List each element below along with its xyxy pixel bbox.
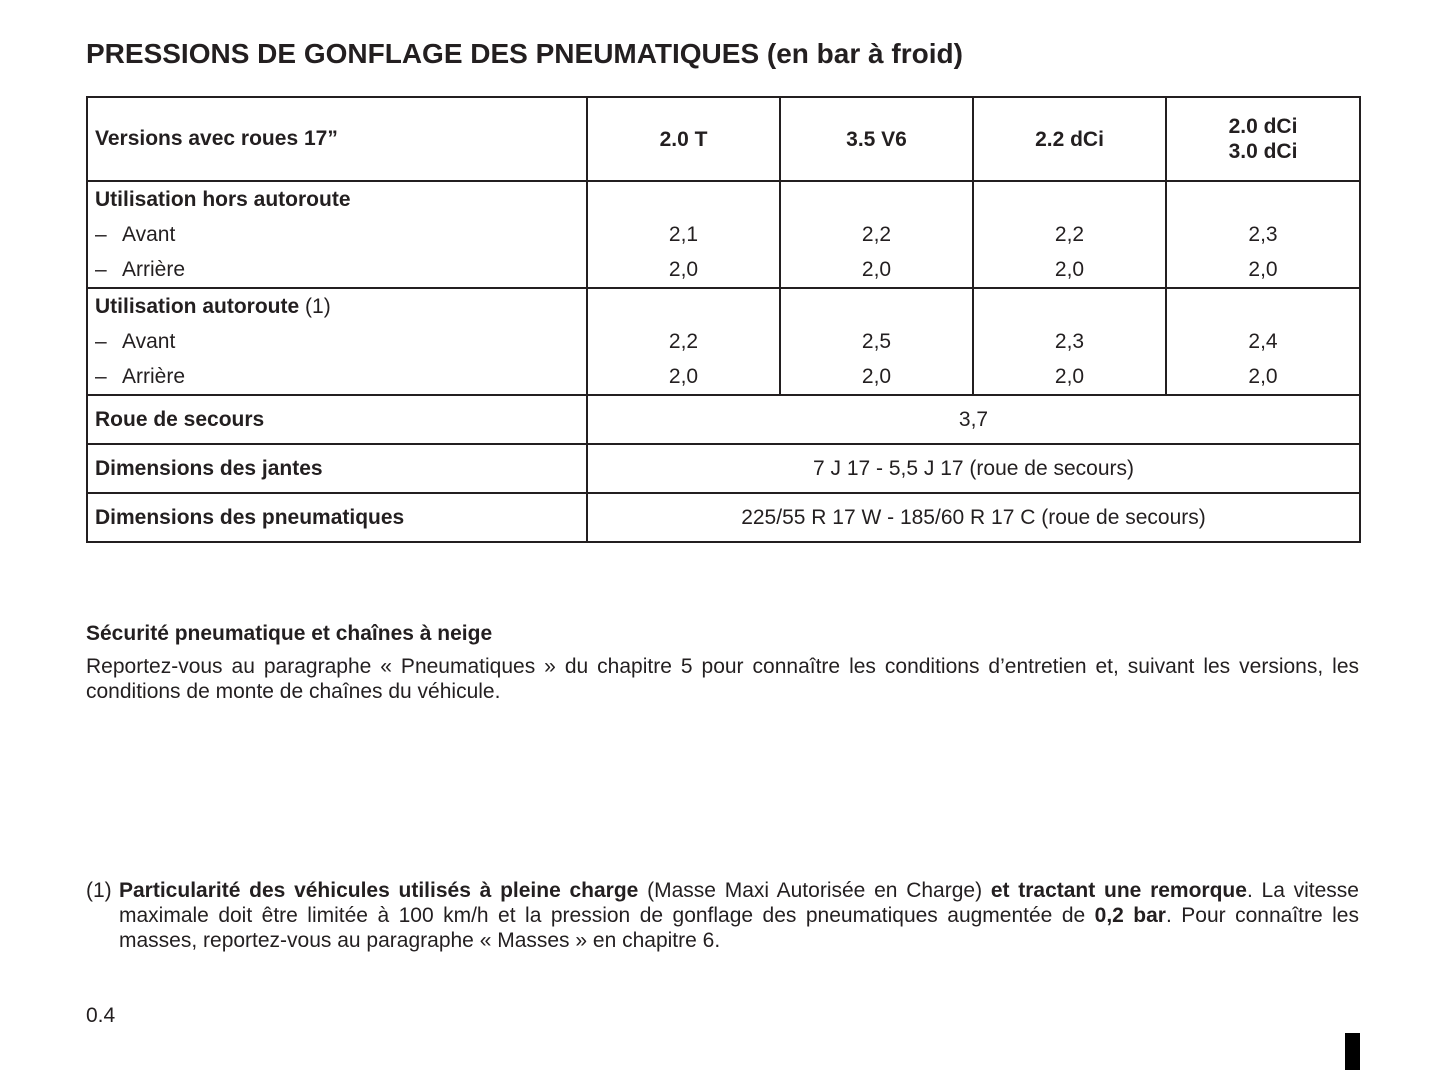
group-row: Utilisation hors autoroute – Avant – Arrière… bbox=[86, 180, 1361, 289]
spacer bbox=[588, 289, 779, 324]
row-text: Arrière bbox=[122, 258, 186, 281]
pressure-value: 2,0 bbox=[668, 258, 699, 281]
group-heading: Utilisation autoroute (1) bbox=[95, 289, 586, 324]
bullet: – bbox=[95, 223, 107, 246]
version-line: 2.2 dCi bbox=[1035, 127, 1104, 151]
bullet: – bbox=[95, 258, 107, 281]
spacer bbox=[974, 289, 1165, 324]
pressure-table: Versions avec roues 17” 2.0 T 3.5 V6 2.2 dC… bbox=[86, 96, 1361, 543]
span-value: 225/55 R 17 W - 185/60 R 17 C (roue de s… bbox=[586, 492, 1361, 543]
span-row: Dimensions des jantes 7 J 17 - 5,5 J 17 (… bbox=[86, 443, 1361, 494]
footnote-run: . Pour connaître les masses, reportez-vo… bbox=[119, 904, 1359, 952]
spacer bbox=[1167, 182, 1359, 217]
footnote-run: et tractant une remorque bbox=[990, 879, 1247, 902]
page-number: 0.4 bbox=[86, 1004, 116, 1027]
version-line: 2.0 T bbox=[659, 127, 708, 151]
pressure-value: 2,1 bbox=[668, 223, 699, 246]
pressure-value: 2,0 bbox=[1054, 258, 1085, 281]
version-header: 3.5 V6 bbox=[779, 96, 974, 182]
span-label: Dimensions des pneumatiques bbox=[86, 492, 588, 543]
spacer bbox=[781, 289, 972, 324]
version-header: 2.2 dCi bbox=[972, 96, 1167, 182]
pressure-value: 2,2 bbox=[861, 223, 892, 246]
spacer bbox=[974, 182, 1165, 217]
row-text: Avant bbox=[122, 223, 176, 246]
group-heading: Utilisation hors autoroute bbox=[95, 182, 586, 217]
bullet: – bbox=[95, 365, 107, 388]
pressure-value: 2,4 bbox=[1248, 330, 1278, 353]
footnote-marker: (1) bbox=[86, 879, 112, 902]
group-label: Utilisation hors autoroute bbox=[95, 188, 351, 211]
version-line: 3.0 dCi bbox=[1228, 140, 1298, 163]
header-label: Versions avec roues 17” bbox=[86, 96, 588, 182]
value-cell: 2,2 2,0 bbox=[972, 180, 1167, 289]
spacer bbox=[781, 182, 972, 217]
span-value: 3,7 bbox=[586, 394, 1361, 445]
section: Sécurité pneumatique et chaînes à neige … bbox=[86, 622, 1359, 704]
value-cell: 2,5 2,0 bbox=[779, 287, 974, 396]
span-row: Roue de secours 3,7 bbox=[86, 394, 1361, 445]
version-header: 2.0 T bbox=[586, 96, 781, 182]
version-line: 2.0 dCi bbox=[1228, 115, 1298, 138]
header-row: Versions avec roues 17” 2.0 T 3.5 V6 2.2 dC… bbox=[86, 96, 1361, 182]
pressure-value: 2,0 bbox=[1248, 365, 1278, 388]
page-title: PRESSIONS DE GONFLAGE DES PNEUMATIQUES (… bbox=[86, 38, 963, 69]
pressure-value: 2,5 bbox=[861, 330, 892, 353]
value-cell: 2,4 2,0 bbox=[1165, 287, 1361, 396]
spacer bbox=[1167, 289, 1359, 324]
value-cell: 2,2 2,0 bbox=[586, 287, 781, 396]
group-note: (1) bbox=[305, 295, 331, 318]
row-text: Avant bbox=[122, 330, 176, 353]
group-label-cell: Utilisation hors autoroute – Avant – Arrière bbox=[86, 180, 588, 289]
footnote-run: Particularité des véhicules utilisés à p… bbox=[119, 879, 639, 902]
span-row: Dimensions des pneumatiques 225/55 R 17 W… bbox=[86, 492, 1361, 543]
pressure-value: 2,0 bbox=[668, 365, 699, 388]
edge-marker bbox=[1345, 1033, 1360, 1070]
row-label: – Avant bbox=[95, 324, 586, 359]
spacer bbox=[588, 182, 779, 217]
footnote: (1) Particularité des véhicules utilisés… bbox=[86, 878, 1359, 953]
row-label: – Avant bbox=[95, 217, 586, 252]
pressure-value: 2,0 bbox=[861, 258, 892, 281]
footnote-run: 0,2 bar bbox=[1094, 904, 1166, 927]
section-text: Reportez-vous au paragraphe « Pneumatiqu… bbox=[86, 655, 1359, 703]
section-heading: Sécurité pneumatique et chaînes à neige bbox=[86, 622, 493, 645]
bullet: – bbox=[95, 330, 107, 353]
value-cell: 2,3 2,0 bbox=[972, 287, 1167, 396]
version-line: 3.5 V6 bbox=[846, 127, 907, 151]
row-text: Arrière bbox=[122, 365, 186, 388]
footnote-run: (Masse Maxi Autorisée en Charge) bbox=[638, 879, 991, 902]
row-label: – Arrière bbox=[95, 359, 586, 394]
group-label: Utilisation autoroute bbox=[95, 295, 300, 318]
span-label: Dimensions des jantes bbox=[86, 443, 588, 494]
row-label: – Arrière bbox=[95, 252, 586, 287]
span-value: 7 J 17 - 5,5 J 17 (roue de secours) bbox=[586, 443, 1361, 494]
group-row: Utilisation autoroute (1) – Avant – Arrière 2… bbox=[86, 287, 1361, 396]
span-label: Roue de secours bbox=[86, 394, 588, 445]
pressure-value: 2,0 bbox=[1054, 365, 1085, 388]
value-cell: 2,3 2,0 bbox=[1165, 180, 1361, 289]
pressure-value: 2,3 bbox=[1054, 330, 1085, 353]
pressure-value: 2,2 bbox=[668, 330, 699, 353]
group-label-cell: Utilisation autoroute (1) – Avant – Arrière bbox=[86, 287, 588, 396]
value-cell: 2,2 2,0 bbox=[779, 180, 974, 289]
footnote-run: . La vitesse maximale doit être limitée … bbox=[119, 879, 1359, 927]
pressure-value: 2,0 bbox=[861, 365, 892, 388]
pressure-value: 2,3 bbox=[1248, 223, 1278, 246]
value-cell: 2,1 2,0 bbox=[586, 180, 781, 289]
pressure-value: 2,2 bbox=[1054, 223, 1085, 246]
pressure-value: 2,0 bbox=[1248, 258, 1278, 281]
version-header: 2.0 dCi 3.0 dCi bbox=[1165, 96, 1361, 182]
